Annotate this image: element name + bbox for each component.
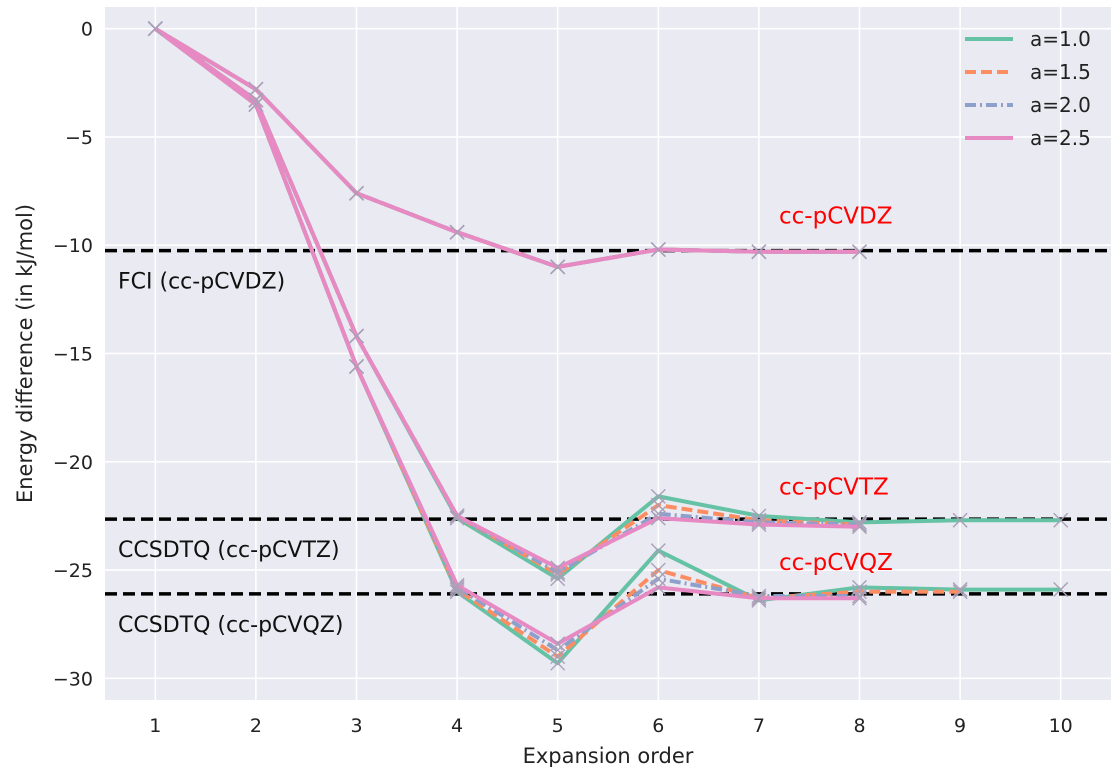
- data-point: [349, 185, 364, 201]
- data-point: [248, 81, 264, 97]
- legend-label: a=2.5: [1030, 126, 1091, 150]
- series-line: [154, 27, 860, 570]
- x-tick-label: 7: [753, 715, 765, 737]
- y-tick-label: 0: [81, 19, 93, 41]
- data-point: [550, 560, 566, 576]
- legend-label: a=2.0: [1030, 93, 1091, 117]
- y-axis-ticks: 0 −5 −10 −15 −20 −25 −30: [53, 19, 93, 691]
- x-axis-label: Expansion order: [523, 744, 694, 767]
- y-tick-label: −20: [53, 452, 93, 474]
- data-point: [147, 21, 163, 37]
- y-tick-label: −5: [65, 127, 93, 149]
- data-point: [1053, 582, 1069, 598]
- data-point: [650, 510, 666, 526]
- x-tick-label: 8: [853, 715, 865, 737]
- data-point: [852, 519, 867, 535]
- data-point: [852, 588, 867, 604]
- data-point: [550, 636, 566, 652]
- x-axis-ticks: 1 2 3 4 5 6 7 8 9 10: [149, 715, 1073, 737]
- data-point: [449, 577, 465, 593]
- y-tick-label: −15: [53, 344, 93, 366]
- data-point: [952, 582, 968, 598]
- data-point: [550, 259, 566, 275]
- y-tick-label: −10: [53, 235, 93, 257]
- legend-item: a=2.5: [965, 126, 1091, 150]
- reference-line-label: CCSDTQ (cc-pCVTZ): [118, 538, 340, 563]
- legend-item: a=1.0: [965, 27, 1091, 51]
- data-point: [248, 96, 264, 112]
- data-point: [1053, 512, 1069, 528]
- data-point: [952, 512, 968, 528]
- data-point: [852, 590, 867, 606]
- series-line: [154, 27, 860, 646]
- legend: a=1.0 a=1.5 a=2.0 a=2.5: [965, 27, 1091, 150]
- legend-item: a=1.5: [965, 60, 1091, 84]
- data-point: [751, 588, 767, 604]
- legend-item: a=2.0: [965, 93, 1091, 117]
- reference-line-label: CCSDTQ (cc-pCVQZ): [118, 613, 343, 638]
- reference-line-label: FCI (cc-pCVDZ): [118, 270, 285, 295]
- basis-annotation: cc-pCVQZ: [779, 550, 893, 576]
- basis-annotation: cc-pCVTZ: [779, 474, 889, 500]
- x-tick-label: 9: [954, 715, 966, 737]
- data-point: [449, 582, 465, 598]
- y-axis-label: Energy difference (in kJ/mol): [13, 204, 37, 503]
- data-point: [248, 92, 264, 108]
- x-tick-label: 1: [149, 715, 161, 737]
- x-tick-label: 5: [552, 715, 564, 737]
- data-point: [650, 579, 666, 595]
- x-tick-label: 2: [250, 715, 262, 737]
- legend-label: a=1.5: [1030, 60, 1091, 84]
- data-point: [650, 242, 666, 258]
- series-group: [147, 21, 1069, 671]
- data-point: [550, 571, 566, 587]
- series-line: [154, 26, 860, 269]
- data-point: [751, 517, 767, 533]
- y-tick-label: −30: [53, 668, 93, 690]
- data-point: [349, 358, 364, 374]
- legend-label: a=1.0: [1030, 27, 1091, 51]
- basis-annotation: cc-pCVDZ: [779, 204, 892, 230]
- data-point: [449, 508, 465, 524]
- data-point: [650, 543, 666, 559]
- data-point: [751, 590, 767, 606]
- data-point: [550, 642, 566, 658]
- data-point: [751, 514, 767, 530]
- data-point: [852, 517, 867, 533]
- data-point: [349, 328, 364, 344]
- x-tick-label: 6: [652, 715, 664, 737]
- data-point: [852, 244, 867, 260]
- x-tick-label: 3: [350, 715, 362, 737]
- data-point: [952, 584, 968, 600]
- x-tick-label: 4: [451, 715, 463, 737]
- series-a=2.5: [147, 21, 867, 652]
- y-tick-label: −25: [53, 560, 93, 582]
- x-tick-label: 10: [1049, 715, 1073, 737]
- data-point: [751, 244, 767, 260]
- data-point: [449, 224, 465, 240]
- annotations: cc-pCVDZ cc-pCVTZ cc-pCVQZ: [779, 204, 893, 577]
- data-point: [550, 649, 566, 665]
- data-point: [550, 655, 566, 671]
